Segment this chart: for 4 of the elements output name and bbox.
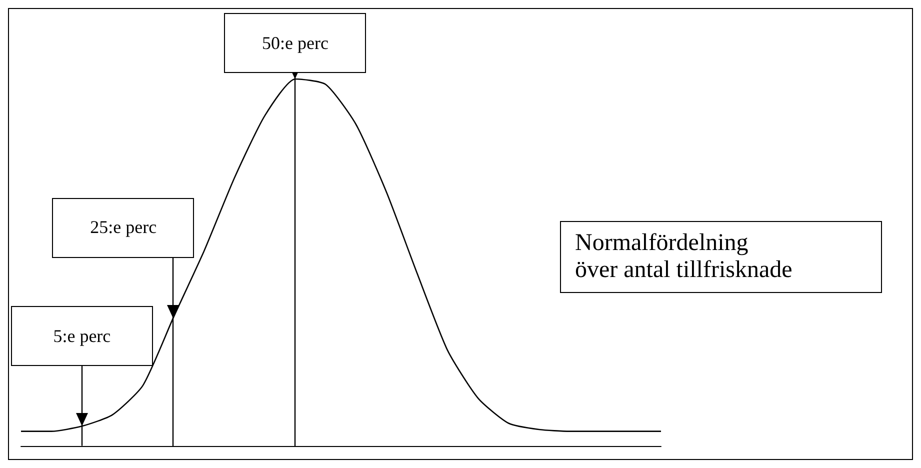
label-box: 25:e perc bbox=[52, 198, 194, 258]
label-box: 50:e perc bbox=[224, 13, 366, 73]
label-box: 5:e perc bbox=[10, 306, 153, 366]
text-box: Normalfördelning över antal tillfrisknade bbox=[560, 221, 882, 293]
